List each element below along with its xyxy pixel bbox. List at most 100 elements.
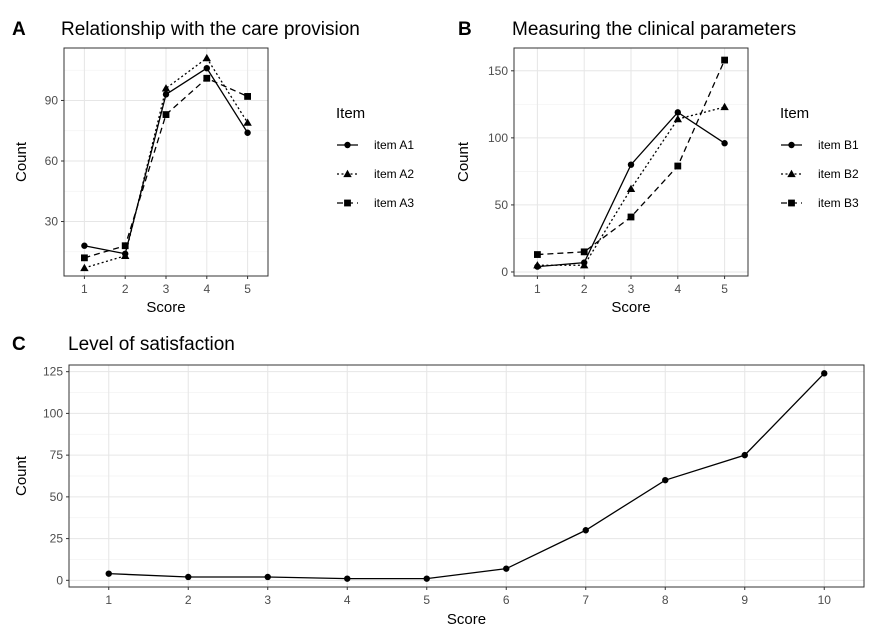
data-point bbox=[81, 242, 88, 249]
legend-key-marker bbox=[343, 169, 352, 178]
legend-title: Item bbox=[780, 105, 809, 122]
x-tick-label: 3 bbox=[264, 593, 271, 607]
data-point bbox=[202, 53, 211, 62]
data-point bbox=[81, 254, 88, 262]
series-item-a2 bbox=[80, 53, 252, 272]
series bbox=[105, 370, 828, 582]
data-point bbox=[674, 109, 681, 116]
x-tick-label: 6 bbox=[503, 593, 510, 607]
data-point bbox=[244, 93, 251, 100]
legend-label: item A2 bbox=[374, 167, 414, 181]
x-tick-label: 2 bbox=[185, 593, 192, 607]
data-point bbox=[162, 111, 170, 118]
series-line bbox=[84, 57, 249, 269]
panel-letter: C bbox=[12, 334, 26, 355]
y-tick-label: 75 bbox=[50, 448, 64, 462]
data-point bbox=[243, 118, 252, 126]
x-tick-label: 3 bbox=[628, 282, 635, 296]
x-axis-title: Score bbox=[447, 611, 486, 628]
x-tick-label: 5 bbox=[244, 282, 251, 296]
data-point bbox=[821, 370, 828, 377]
data-point bbox=[626, 184, 636, 192]
data-point bbox=[674, 162, 682, 170]
legend-title: Item bbox=[336, 105, 365, 122]
series-item-a1 bbox=[81, 64, 251, 258]
data-point bbox=[721, 140, 728, 147]
chart-title: Relationship with the care provision bbox=[61, 19, 360, 40]
legend-key-marker bbox=[788, 199, 795, 207]
series-item-b3 bbox=[534, 56, 728, 258]
data-point bbox=[185, 573, 192, 581]
legend: Item item A1 item A2 item A3 bbox=[336, 105, 414, 210]
y-tick-label: 50 bbox=[50, 490, 64, 504]
data-point bbox=[105, 570, 112, 577]
data-point bbox=[203, 74, 211, 82]
x-tick-label: 5 bbox=[423, 593, 430, 607]
data-point bbox=[503, 565, 510, 572]
y-tick-label: 30 bbox=[45, 215, 59, 229]
y-tick-label: 90 bbox=[45, 93, 59, 107]
data-point bbox=[344, 575, 351, 582]
x-tick-label: 1 bbox=[534, 282, 541, 296]
legend-label: item B3 bbox=[818, 196, 859, 210]
x-tick-label: 4 bbox=[344, 593, 351, 607]
x-tick-label: 1 bbox=[105, 593, 112, 607]
y-tick-label: 100 bbox=[488, 131, 508, 145]
data-point bbox=[203, 64, 210, 72]
y-axis-title: Count bbox=[13, 455, 30, 496]
x-tick-label: 5 bbox=[721, 282, 728, 296]
y-tick-label: 150 bbox=[488, 64, 508, 78]
legend-label: item B2 bbox=[818, 167, 859, 181]
legend-key-marker bbox=[787, 169, 796, 178]
data-point bbox=[580, 248, 588, 256]
panel-c: C Level of satisfaction 0 25 50 75 100 125 1 2 3 4 5… bbox=[12, 334, 865, 628]
y-tick-label: 125 bbox=[43, 365, 63, 379]
data-point bbox=[162, 91, 170, 98]
x-tick-label: 7 bbox=[582, 593, 589, 607]
legend-label: item B1 bbox=[818, 138, 859, 152]
y-axis-title: Count bbox=[13, 141, 30, 182]
x-tick-label: 9 bbox=[741, 593, 748, 607]
series-item-b2 bbox=[533, 102, 729, 269]
x-tick-label: 10 bbox=[818, 593, 832, 607]
y-tick-label: 25 bbox=[50, 532, 64, 546]
x-tick-label: 8 bbox=[662, 593, 669, 607]
data-point bbox=[582, 527, 589, 534]
panel-letter: A bbox=[12, 19, 26, 40]
chart-title: Measuring the clinical parameters bbox=[512, 19, 796, 40]
x-tick-label: 1 bbox=[81, 282, 88, 296]
data-point bbox=[720, 102, 729, 111]
data-point bbox=[662, 476, 669, 484]
panel-letter: B bbox=[458, 19, 472, 40]
x-tick-label: 2 bbox=[581, 282, 588, 296]
data-point bbox=[580, 261, 589, 269]
y-tick-label: 50 bbox=[495, 198, 509, 212]
legend-label: item A3 bbox=[374, 196, 414, 210]
data-point bbox=[423, 575, 430, 582]
data-point bbox=[121, 242, 129, 250]
data-point bbox=[161, 84, 171, 92]
data-point bbox=[244, 129, 251, 136]
y-tick-label: 100 bbox=[43, 406, 63, 420]
x-tick-label: 2 bbox=[122, 282, 129, 296]
legend-key-marker bbox=[788, 141, 795, 149]
y-tick-label: 0 bbox=[501, 265, 508, 279]
legend-key-marker bbox=[344, 199, 351, 207]
data-point bbox=[534, 251, 541, 258]
y-tick-label: 0 bbox=[56, 573, 63, 587]
x-tick-label: 3 bbox=[163, 282, 170, 296]
data-point bbox=[121, 251, 130, 259]
panel-a: A Relationship with the care provision 30 6… bbox=[12, 19, 414, 316]
data-point bbox=[533, 261, 542, 269]
panel-b: B Measuring the clinical parameters 0 50 100… bbox=[455, 19, 859, 316]
x-axis-title: Score bbox=[611, 299, 650, 316]
x-axis-title: Score bbox=[146, 299, 185, 316]
data-point bbox=[264, 573, 271, 581]
chart-title: Level of satisfaction bbox=[68, 334, 235, 355]
data-point bbox=[741, 451, 748, 459]
legend: Item item B1 item B2 item B3 bbox=[780, 105, 859, 210]
legend-key-marker bbox=[344, 141, 351, 149]
data-point bbox=[627, 161, 635, 168]
data-point bbox=[627, 213, 635, 221]
